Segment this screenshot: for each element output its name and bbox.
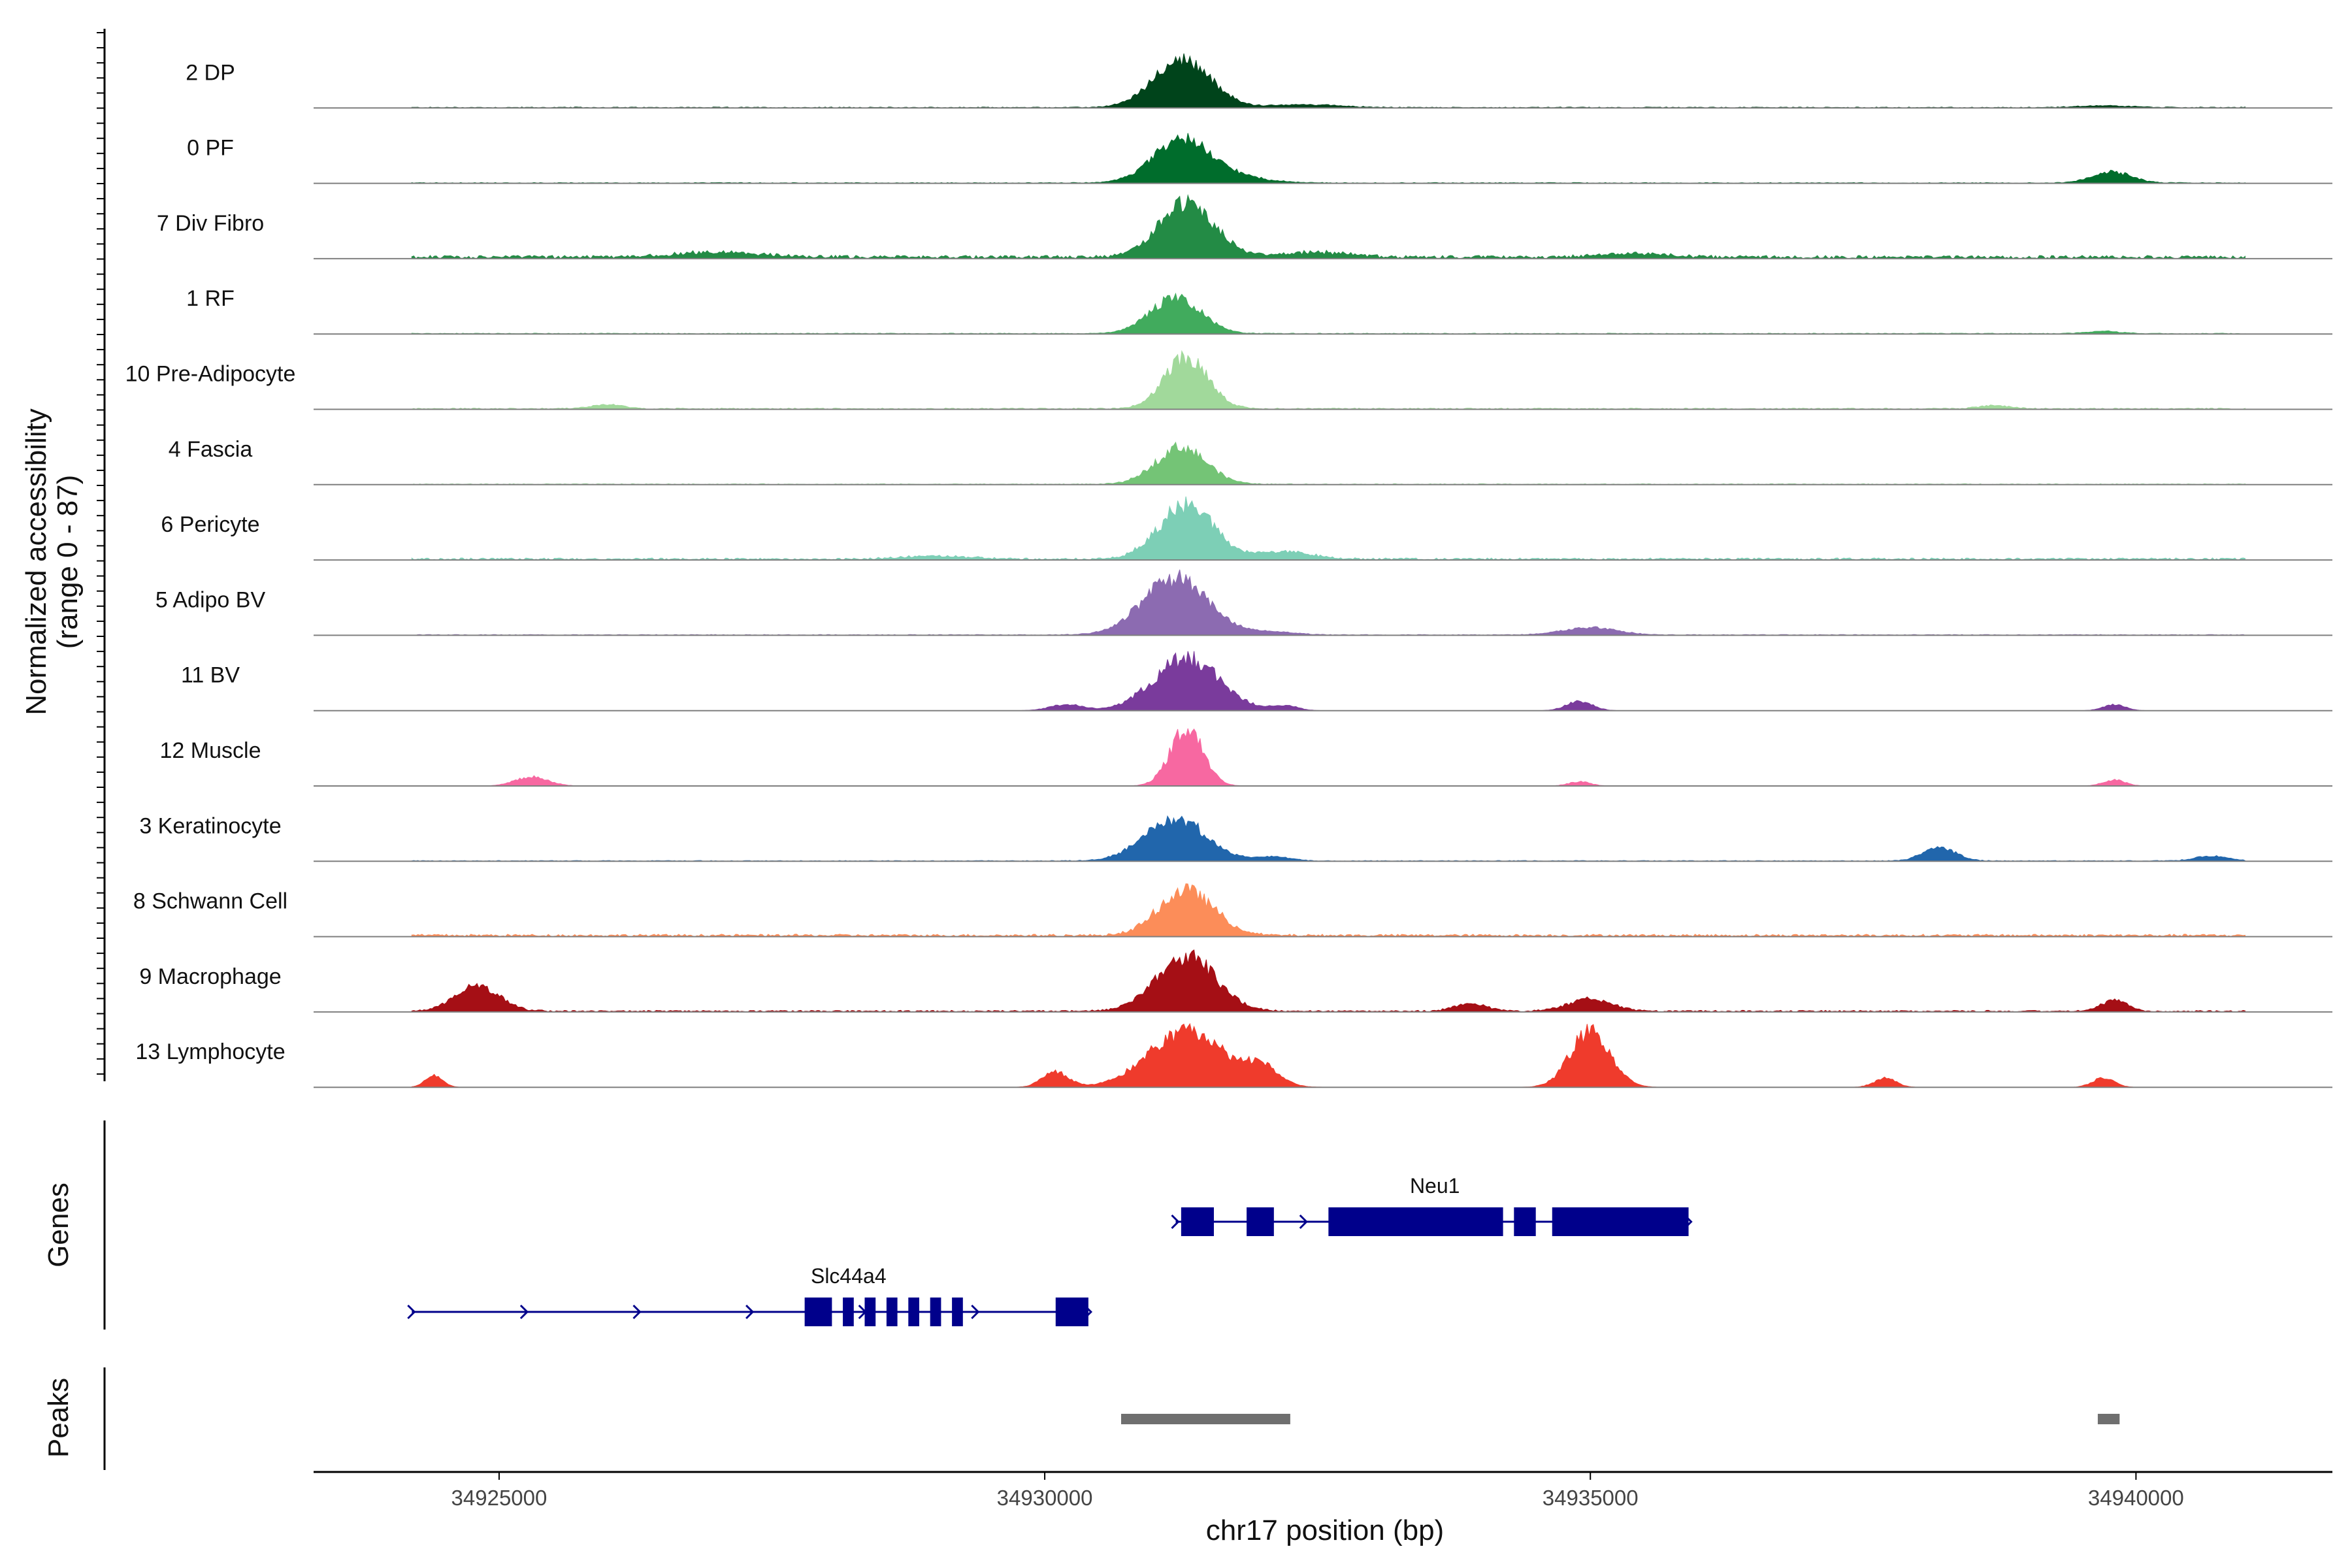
gene-exon xyxy=(843,1298,854,1326)
peak-region-0 xyxy=(1121,1414,1290,1424)
gene-exon xyxy=(864,1298,876,1326)
strand-arrow xyxy=(632,1304,642,1320)
gene-exon xyxy=(952,1298,963,1326)
gene-exon xyxy=(1181,1207,1214,1236)
gene-label: Neu1 xyxy=(1410,1174,1460,1198)
x-axis-title: chr17 position (bp) xyxy=(1206,1514,1444,1546)
gene-exon xyxy=(1328,1207,1503,1236)
coverage-area xyxy=(411,350,2246,410)
track-8-schwann-cell: 8 Schwann Cell xyxy=(133,883,2332,938)
track-label: 12 Muscle xyxy=(160,738,261,763)
strand-arrow xyxy=(407,1304,416,1320)
track-13-lymphocyte: 13 Lymphocyte xyxy=(135,1022,2332,1088)
track-10-pre-adipocyte: 10 Pre-Adipocyte xyxy=(125,350,2332,410)
gene-label: Slc44a4 xyxy=(811,1264,887,1288)
track-label: 10 Pre-Adipocyte xyxy=(125,362,296,387)
track-1-rf: 1 RF xyxy=(186,286,2332,335)
genes-panel-title: Genes xyxy=(42,1183,74,1267)
x-tick-label: 34935000 xyxy=(1543,1486,1639,1510)
gene-exon xyxy=(1552,1207,1689,1236)
coverage-area xyxy=(411,949,2246,1013)
gene-exon xyxy=(1055,1298,1088,1326)
track-label: 4 Fascia xyxy=(169,437,253,462)
strand-arrow xyxy=(1171,1214,1180,1230)
x-tick-label: 34930000 xyxy=(997,1486,1093,1510)
gene-exon xyxy=(1247,1207,1274,1236)
track-2-dp: 2 DP xyxy=(186,53,2332,109)
genes-track: Neu1 Slc44a4 xyxy=(407,1174,1693,1326)
track-0-pf: 0 PF xyxy=(187,133,2332,184)
coverage-area xyxy=(412,651,2246,711)
gene-neu1: Neu1 xyxy=(1171,1174,1693,1236)
peak-region-1 xyxy=(2097,1414,2120,1424)
y-axis-title-line2: (range 0 - 87) xyxy=(52,475,84,649)
coverage-area xyxy=(411,496,2246,561)
track-4-fascia: 4 Fascia xyxy=(169,437,2332,485)
track-label: 2 DP xyxy=(186,60,235,85)
y-axis-title-line1: Normalized accessibility xyxy=(20,408,52,715)
track-7-div-fibro: 7 Div Fibro xyxy=(157,193,2332,259)
track-5-adipo-bv: 5 Adipo BV xyxy=(155,569,2332,636)
coverage-area xyxy=(411,53,2246,108)
track-11-bv: 11 BV xyxy=(181,651,2332,711)
coverage-area xyxy=(411,815,2246,862)
gene-slc44a4: Slc44a4 xyxy=(407,1264,1093,1326)
gene-exon xyxy=(804,1298,832,1326)
gene-exon xyxy=(886,1298,898,1326)
coverage-area xyxy=(412,728,2246,787)
peaks-track xyxy=(1121,1414,2120,1424)
coverage-area xyxy=(411,1022,2246,1088)
track-label: 8 Schwann Cell xyxy=(133,889,287,914)
peaks-panel-title: Peaks xyxy=(42,1378,74,1458)
track-9-macrophage: 9 Macrophage xyxy=(139,949,2332,1013)
strand-arrow xyxy=(745,1304,755,1320)
track-label: 11 BV xyxy=(181,663,240,688)
track-6-pericyte: 6 Pericyte xyxy=(161,496,2332,561)
x-tick-label: 34925000 xyxy=(451,1486,547,1510)
track-label: 0 PF xyxy=(187,136,234,161)
track-label: 1 RF xyxy=(186,286,235,311)
gene-exon xyxy=(908,1298,919,1326)
track-label: 3 Keratinocyte xyxy=(139,813,281,838)
coverage-area xyxy=(411,292,2246,335)
gene-exon xyxy=(1514,1207,1536,1236)
coverage-y-ticks xyxy=(97,32,105,1075)
x-tick-label: 34940000 xyxy=(2088,1486,2184,1510)
gene-exon xyxy=(930,1298,941,1326)
track-label: 6 Pericyte xyxy=(161,512,259,537)
strand-arrow xyxy=(971,1304,980,1320)
coverage-area xyxy=(412,441,2246,485)
track-12-muscle: 12 Muscle xyxy=(160,728,2332,787)
x-axis-ticks: 34925000 34930000 34935000 34940000 xyxy=(451,1472,2184,1510)
track-label: 13 Lymphocyte xyxy=(135,1039,285,1064)
coverage-tracks: 2 DP 0 PF 7 Div Fibro 1 RF 10 Pre-Adipocyte 4… xyxy=(125,53,2332,1088)
track-label: 5 Adipo BV xyxy=(155,587,266,612)
track-label: 7 Div Fibro xyxy=(157,211,264,236)
coverage-area xyxy=(411,133,2246,184)
track-label: 9 Macrophage xyxy=(139,964,281,989)
coverage-area xyxy=(411,883,2246,938)
strand-arrow xyxy=(519,1304,529,1320)
strand-arrow xyxy=(1299,1214,1308,1230)
coverage-area xyxy=(412,569,2246,636)
coverage-area xyxy=(411,193,2246,259)
track-3-keratinocyte: 3 Keratinocyte xyxy=(139,813,2332,862)
